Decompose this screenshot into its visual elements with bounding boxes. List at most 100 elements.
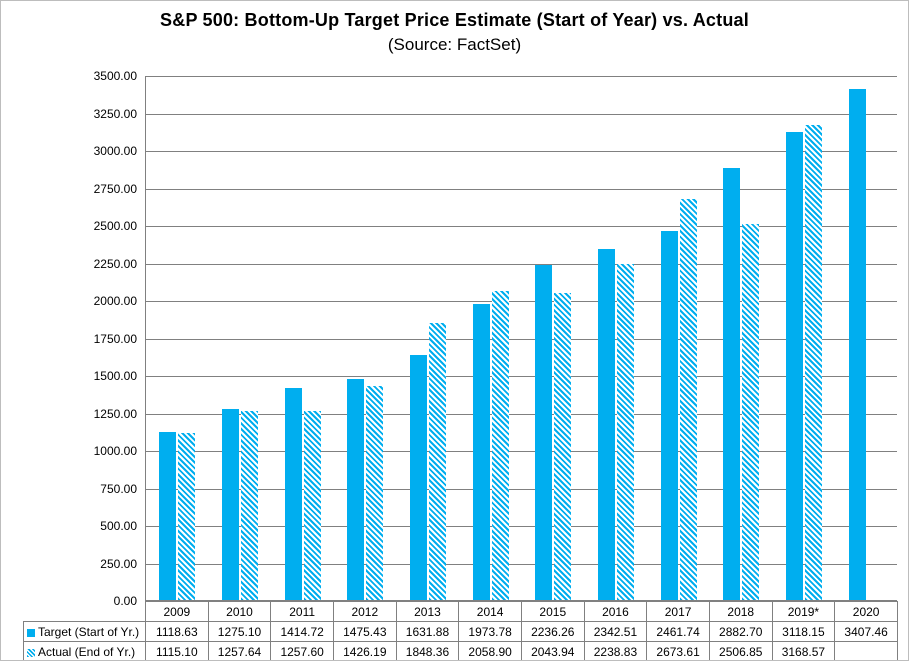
year-label-2014: 2014: [458, 601, 522, 622]
actual-bar-2014: [491, 291, 509, 600]
y-axis-tick-label: 1250.00: [93, 406, 137, 421]
year-label-2017: 2017: [646, 601, 710, 622]
legend-key-actual: Actual (End of Yr.): [22, 641, 147, 660]
y-axis-tick-label: 750.00: [100, 481, 137, 496]
year-label-2011: 2011: [270, 601, 334, 622]
value-cell-2016: 2342.51: [583, 621, 648, 642]
y-axis-tick-label: 2500.00: [93, 219, 137, 233]
gridline: [146, 226, 897, 227]
gridline: [146, 113, 897, 115]
data-table: 2009 2010 2011 2012 2013 2014 2015 2016 2017 2018…: [22, 601, 898, 660]
year-label-2010: 2010: [207, 601, 272, 622]
value-cell-2016: 2238.83: [583, 641, 648, 660]
value-cell-2015: 2236.26: [520, 621, 585, 642]
actual-bar-2019*: [805, 124, 822, 600]
gridline: [146, 376, 897, 377]
target-bar-2010: [222, 408, 239, 600]
target-bar-2009: [159, 432, 177, 600]
gridline: [146, 563, 897, 565]
target-bar-2016: [598, 248, 615, 600]
year-label-2016: 2016: [583, 601, 648, 622]
target-series-swatch-icon: [27, 628, 35, 637]
value-cell-2020: 3407.46: [834, 621, 898, 642]
year-label-2009: 2009: [145, 601, 209, 622]
value-cell-2014: 1973.78: [458, 621, 522, 642]
value-cell-2012: 1426.19: [332, 641, 397, 660]
target-bar-2020: [848, 88, 866, 600]
value-cell-2019*: 3168.57: [771, 641, 836, 660]
actual-bar-2018: [742, 223, 760, 600]
target-bar-2014: [472, 303, 490, 600]
target-bar-2019*: [786, 132, 803, 600]
y-axis-tick-label: 250.00: [100, 556, 137, 571]
year-label-2020: 2020: [834, 601, 898, 622]
value-cell-2013: 1848.36: [395, 641, 460, 660]
value-cell-2017: 2461.74: [646, 621, 710, 642]
value-cell-2011: 1414.72: [270, 621, 334, 642]
y-axis-tick-label: 3500.00: [93, 69, 137, 83]
gridline: [146, 488, 897, 490]
y-axis-tick-label: 1500.00: [93, 369, 137, 383]
value-cell-2012: 1475.43: [332, 621, 397, 642]
year-label-2013: 2013: [395, 601, 460, 622]
year-label-2018: 2018: [708, 601, 773, 622]
plot-area: [145, 76, 897, 601]
target-bar-2011: [284, 387, 302, 600]
gridline: [146, 451, 897, 452]
target-bar-2018: [723, 167, 741, 600]
value-cell-2010: 1257.64: [207, 641, 272, 660]
y-axis-tick-label: 2000.00: [93, 294, 137, 308]
gridline: [146, 338, 897, 340]
target-bar-2015: [535, 264, 553, 600]
value-cell-2009: 1118.63: [145, 621, 209, 642]
target-bar-2017: [660, 230, 678, 600]
value-cell-2017: 2673.61: [646, 641, 710, 660]
y-axis-tick-label: 1750.00: [93, 331, 137, 346]
value-cell-2011: 1257.60: [270, 641, 334, 660]
value-cell-2009: 1115.10: [145, 641, 209, 660]
gridline: [146, 413, 897, 415]
gridline: [146, 526, 897, 527]
legend-label: Actual (End of Yr.): [38, 644, 136, 659]
actual-bar-2009: [178, 432, 196, 600]
value-cell-2014: 2058.90: [458, 641, 522, 660]
year-label-2012: 2012: [332, 601, 397, 622]
actual-bar-2010: [241, 411, 258, 600]
year-label-2015: 2015: [520, 601, 585, 622]
year-label-2019*: 2019*: [771, 601, 836, 622]
actual-bar-2017: [679, 198, 697, 600]
y-axis-tick-label: 0.00: [113, 594, 137, 608]
value-cell-2015: 2043.94: [520, 641, 585, 660]
gridline: [146, 151, 897, 152]
chart-title: S&P 500: Bottom-Up Target Price Estimate…: [160, 10, 749, 30]
y-axis-tick-label: 1000.00: [93, 444, 137, 458]
legend-key-target: Target (Start of Yr.): [22, 621, 147, 642]
value-cell-2020: [834, 641, 898, 660]
table-corner-blank: [24, 602, 146, 622]
value-cell-2013: 1631.88: [395, 621, 460, 642]
actual-bar-2015: [554, 293, 572, 600]
target-bar-2013: [410, 355, 427, 600]
y-axis-tick-label: 2250.00: [93, 256, 137, 271]
legend-label: Target (Start of Yr.): [38, 624, 140, 639]
value-cell-2018: 2882.70: [708, 621, 773, 642]
actual-series-swatch-icon: [27, 648, 35, 657]
target-bar-2012: [347, 378, 365, 600]
y-axis-tick-label: 2750.00: [93, 181, 137, 196]
actual-bar-2016: [617, 264, 634, 600]
actual-bar-2012: [366, 386, 384, 600]
value-cell-2019*: 3118.15: [771, 621, 836, 642]
y-axis-tick-label: 3250.00: [93, 106, 137, 121]
y-axis-tick-label: 3000.00: [93, 144, 137, 158]
chart-subtitle: (Source: FactSet): [387, 35, 522, 54]
actual-bar-2013: [429, 322, 446, 600]
gridline: [146, 263, 897, 265]
gridline: [146, 76, 897, 77]
value-cell-2018: 2506.85: [708, 641, 773, 660]
actual-bar-2011: [303, 411, 321, 600]
y-axis-tick-label: 500.00: [100, 519, 137, 533]
gridline: [146, 188, 897, 190]
gridline: [146, 301, 897, 302]
value-cell-2010: 1275.10: [207, 621, 272, 642]
